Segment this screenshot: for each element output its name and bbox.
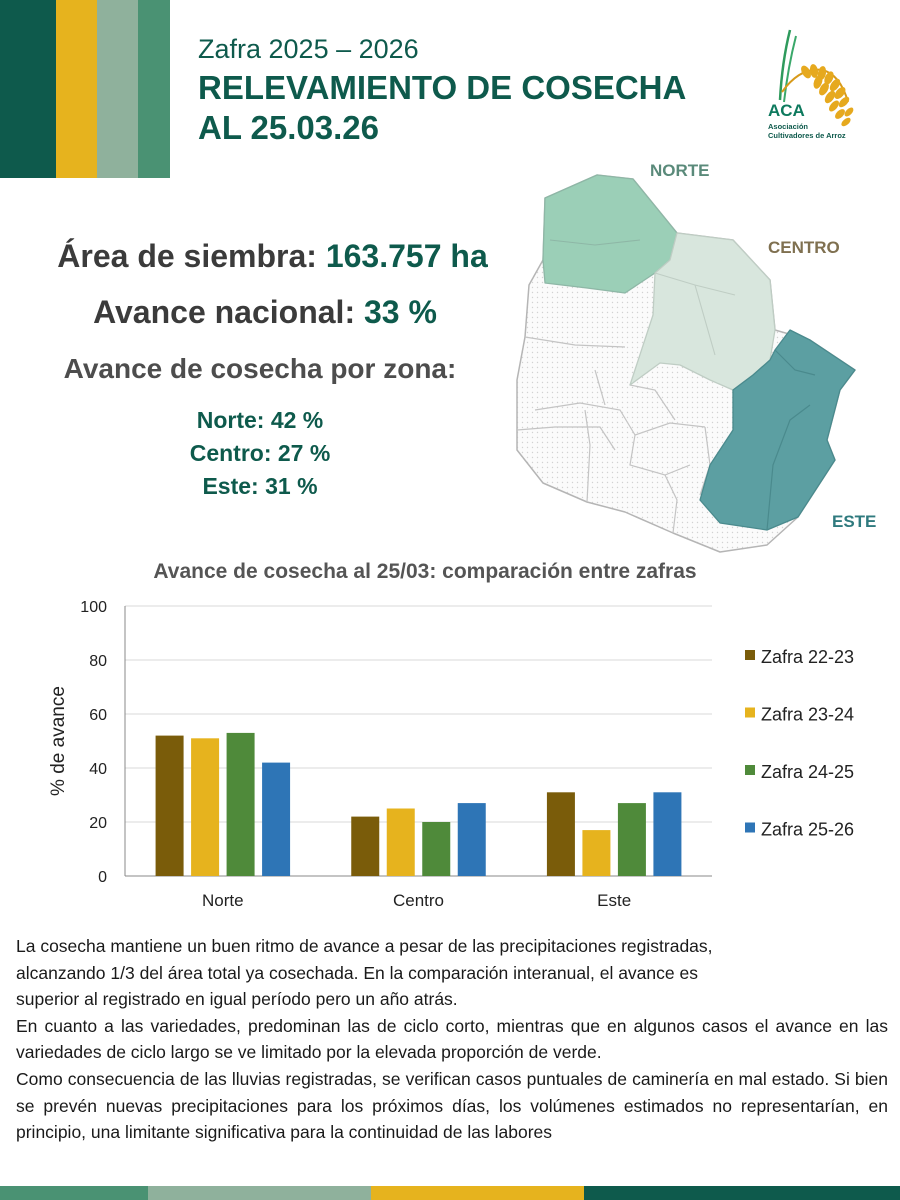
page-title: RELEVAMIENTO DE COSECHA AL 25.03.26 [198, 68, 686, 148]
x-tick-label: Norte [202, 891, 244, 910]
page-title-line2: AL 25.03.26 [198, 109, 380, 146]
stripe-dark-green [0, 0, 56, 178]
zones-heading: Avance de cosecha por zona: [63, 353, 457, 384]
body-text: La cosecha mantiene un buen ritmo de ava… [16, 933, 888, 1146]
header-stripes [0, 0, 170, 178]
stripe-mid-green [138, 0, 170, 178]
legend-swatch [745, 765, 755, 775]
logo-line2: Cultivadores de Arroz [768, 131, 846, 140]
y-axis-label: % de avance [48, 686, 69, 796]
legend-label: Zafra 25-26 [761, 820, 854, 840]
logo-line1: Asociación [768, 122, 809, 131]
rice-stalk-icon [778, 29, 854, 127]
body-paragraph-1: La cosecha mantiene un buen ritmo de ava… [16, 933, 888, 1013]
map-norte-borders [549, 239, 641, 246]
stripe-gold [56, 0, 97, 178]
y-tick-label: 80 [89, 653, 107, 670]
legend-label: Zafra 22-23 [761, 647, 854, 667]
bar [262, 762, 291, 876]
avance-value: 33 % [363, 294, 437, 330]
bottom-stripes [0, 1186, 900, 1200]
body-p1-line1: La cosecha mantiene un buen ritmo de ava… [16, 936, 713, 956]
body-p1-line3: superior al registrado en igual período … [16, 989, 458, 1010]
legend-label: Zafra 24-25 [761, 762, 854, 782]
header-subtitle: Zafra 2025 – 2026 [198, 34, 419, 64]
map-este-borders [766, 349, 816, 531]
body-paragraph-3: Como consecuencia de las lluvias registr… [16, 1068, 888, 1143]
logo-name: ACA [768, 101, 805, 120]
legend-swatch [745, 707, 755, 718]
area-siembra: Área de siembra: 163.757 ha [0, 238, 545, 275]
uruguay-zone-map [516, 174, 856, 553]
bar [582, 830, 611, 876]
zone-este: Este: 31 % [202, 473, 318, 499]
bar [422, 822, 451, 876]
bottom-stripe-gold [371, 1186, 584, 1200]
legend-swatch [745, 822, 755, 833]
page-title-line1: RELEVAMIENTO DE COSECHA [198, 69, 687, 106]
bar [617, 803, 646, 876]
area-value: 163.757 ha [325, 238, 488, 274]
avance-nacional: Avance nacional: 33 % [0, 294, 530, 331]
bar [457, 803, 486, 876]
legend-swatch [745, 650, 755, 660]
map-centro-borders [654, 272, 736, 356]
zone-norte: Norte: 42 % [196, 407, 324, 433]
body-p1-line2: alcanzando 1/3 del área total ya cosecha… [16, 962, 698, 983]
bar [191, 738, 220, 876]
bar [155, 735, 184, 876]
aca-logo: ACA Asociación Cultivadores de Arroz [760, 22, 860, 152]
bar-chart: 0 20 40 60 80 100 % de avance Norte Centro Este Za… [48, 599, 854, 910]
bottom-stripe-dark-green [584, 1186, 900, 1200]
map-label-centro: CENTRO [768, 238, 840, 257]
stripe-sage [97, 0, 138, 178]
bar [226, 732, 255, 876]
y-tick-label: 60 [89, 707, 107, 724]
legend-label: Zafra 23-24 [761, 705, 854, 725]
bottom-stripe-sage [148, 1186, 371, 1200]
chart-title: Avance de cosecha al 25/03: comparación … [153, 560, 697, 583]
bar [653, 792, 682, 876]
bar [351, 816, 380, 876]
y-tick-label: 100 [80, 599, 107, 616]
avance-label: Avance nacional: [93, 294, 356, 330]
map-department-borders [516, 336, 711, 534]
x-tick-label: Centro [393, 891, 444, 910]
area-label: Área de siembra: [57, 238, 317, 274]
x-tick-label: Este [597, 891, 631, 910]
map-zone-este [699, 329, 856, 531]
bar [386, 808, 415, 876]
bar [546, 792, 575, 876]
map-label-norte: NORTE [650, 161, 710, 180]
y-tick-label: 40 [89, 761, 107, 778]
bottom-stripe-mid-green [0, 1186, 148, 1200]
map-zone-norte [542, 174, 678, 294]
zone-centro: Centro: 27 % [189, 440, 331, 466]
map-label-este: ESTE [832, 512, 877, 531]
y-tick-label: 0 [98, 869, 107, 886]
body-paragraph-2: En cuanto a las variedades, predominan l… [16, 1015, 888, 1063]
y-tick-label: 20 [89, 815, 107, 832]
